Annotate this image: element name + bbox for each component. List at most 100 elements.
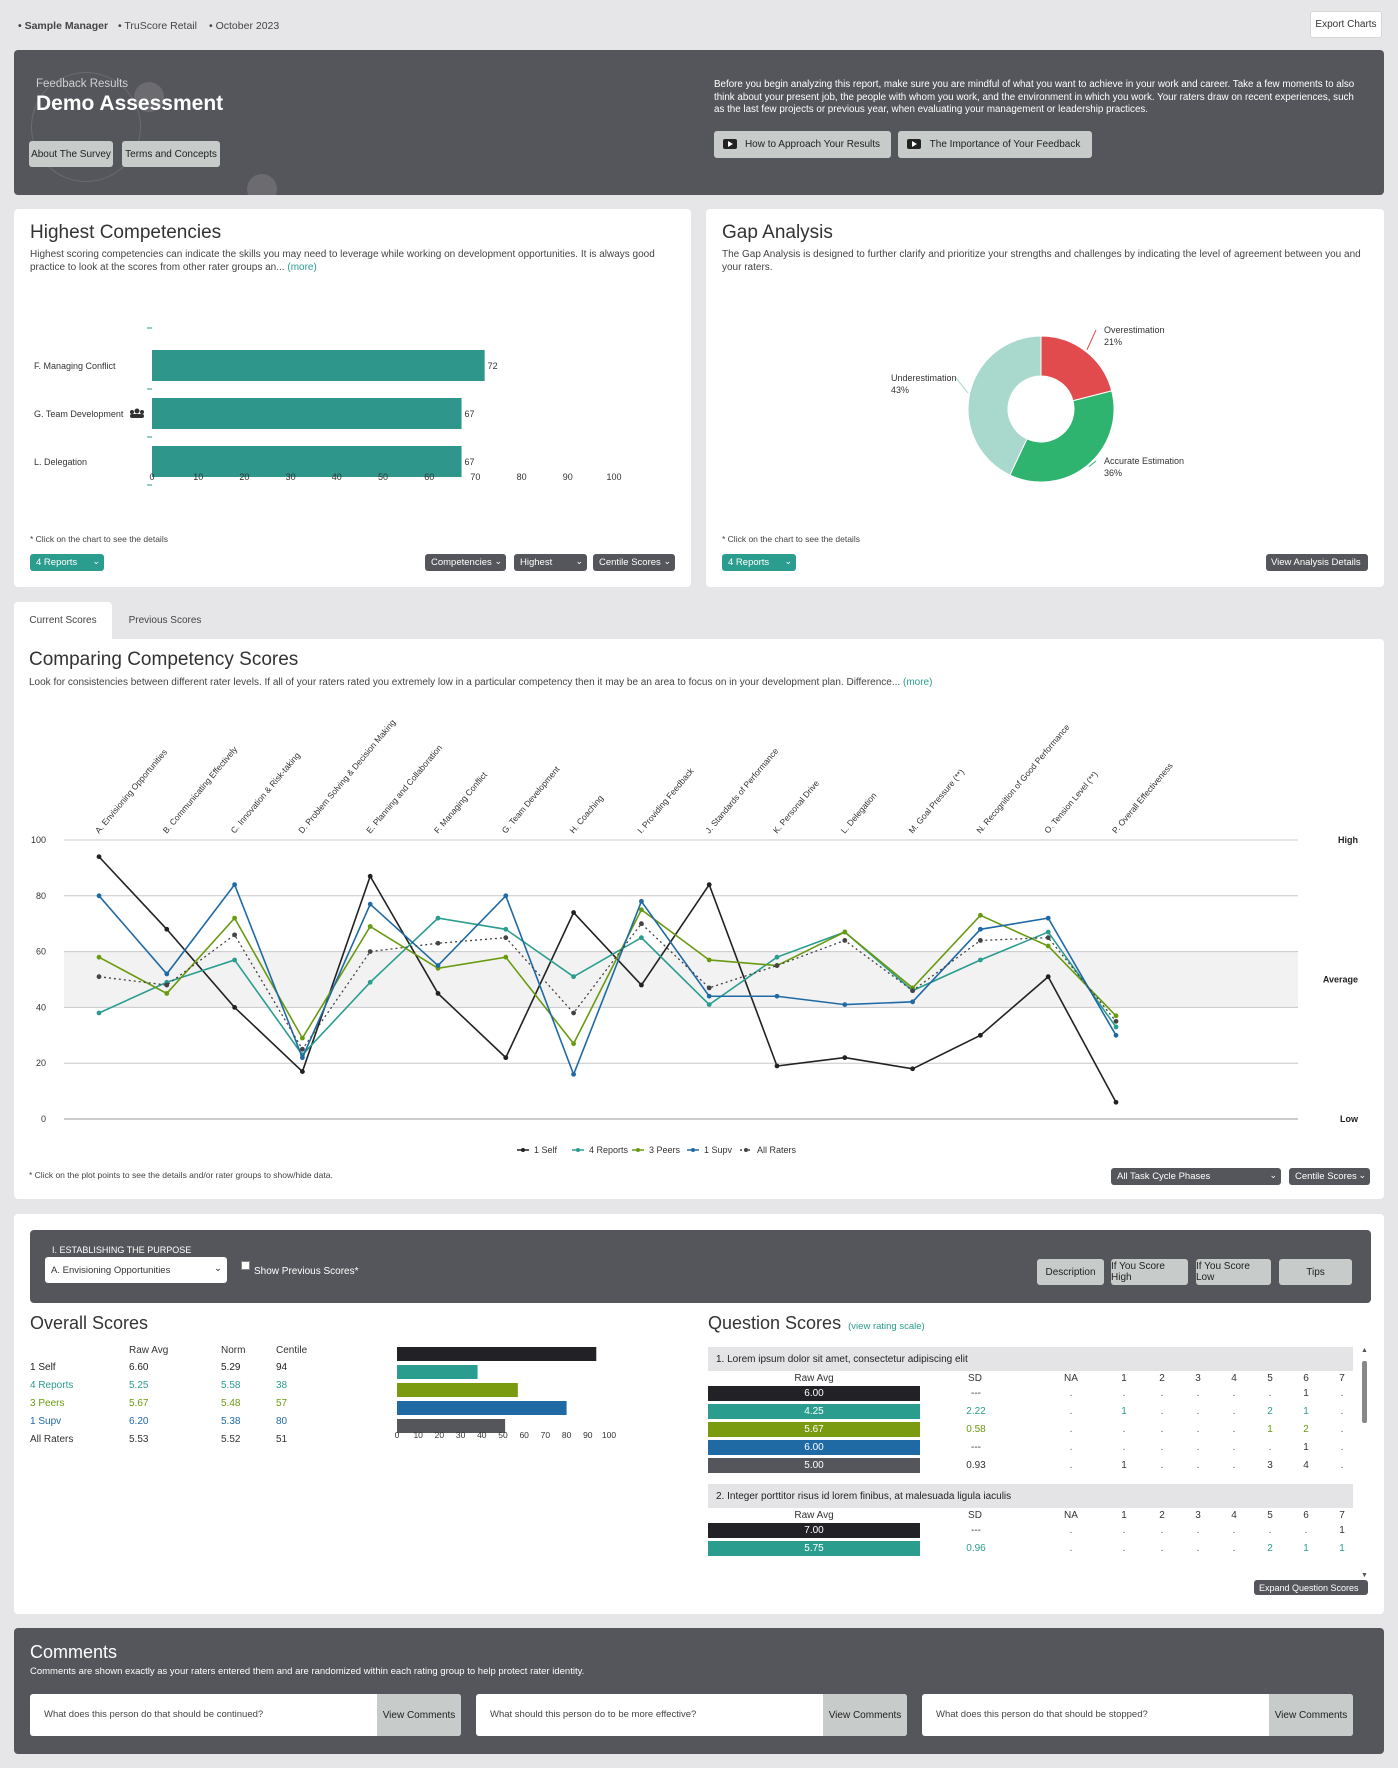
slice-label: Accurate Estimation: [1104, 456, 1184, 466]
overall-row-label: All Raters: [30, 1434, 74, 1445]
data-point: [774, 1063, 780, 1069]
competencies-select[interactable]: Competencies ⌄: [425, 554, 506, 571]
axis-tick-label: 30: [456, 1430, 466, 1439]
data-point: [300, 1035, 305, 1041]
terms-concepts-button[interactable]: Terms and Concepts: [122, 141, 220, 167]
if-score-high-button[interactable]: If You Score High: [1111, 1259, 1188, 1285]
question-raw-avg: 4.25: [708, 1404, 920, 1419]
question-raw-avg: 7.00: [708, 1523, 920, 1538]
data-point: [1113, 1018, 1119, 1024]
video-importance-label: The Importance of Your Feedback: [929, 139, 1081, 150]
tick-label: 100: [606, 472, 621, 482]
expand-question-scores-button[interactable]: Expand Question Scores: [1254, 1580, 1368, 1595]
question-item-header: 2. Integer porttitor risus id lorem fini…: [708, 1484, 1353, 1508]
scrollbar[interactable]: ▲ ▼: [1361, 1347, 1369, 1582]
axis-tick-label: 20: [435, 1430, 445, 1439]
data-point: [910, 999, 915, 1005]
decor-circle: [31, 72, 141, 182]
data-point: [1045, 935, 1051, 941]
data-point: [367, 979, 373, 985]
bar: [152, 398, 462, 429]
video-importance-button[interactable]: The Importance of Your Feedback: [898, 131, 1092, 158]
chevron-down-icon: ⌄: [1358, 1170, 1366, 1180]
centile-select[interactable]: Centile Scores ⌄: [593, 554, 675, 571]
tab-current-scores[interactable]: Current Scores: [14, 602, 112, 639]
show-previous-checkbox[interactable]: [241, 1261, 250, 1270]
competency-line-chart[interactable]: 0 20 40 60 80 100 High Average Low A. Envisioning…: [14, 699, 1384, 1159]
question-count: .: [1122, 1543, 1126, 1554]
scrollbar-thumb[interactable]: [1362, 1361, 1367, 1423]
video-approach-button[interactable]: How to Approach Your Results: [714, 131, 891, 158]
data-point: [1045, 943, 1051, 949]
tab-previous-scores[interactable]: Previous Scores: [128, 615, 202, 626]
question-count: 3: [1267, 1460, 1273, 1471]
more-link[interactable]: (more): [902, 677, 933, 688]
view-analysis-details-button[interactable]: View Analysis Details: [1266, 554, 1368, 571]
y-tick-label: 80: [36, 891, 46, 901]
task-cycle-select[interactable]: All Task Cycle Phases ⌄: [1111, 1168, 1281, 1185]
breadcrumb-manager[interactable]: • Sample Manager: [18, 20, 109, 32]
tips-button[interactable]: Tips: [1279, 1259, 1352, 1285]
question-count: .: [1122, 1424, 1126, 1435]
data-point: [774, 954, 780, 960]
question-col-header: 2: [1159, 1510, 1165, 1521]
tick-label: 10: [193, 472, 203, 482]
if-score-low-button[interactable]: If You Score Low: [1196, 1259, 1271, 1285]
question-count: .: [1196, 1525, 1200, 1536]
comments-title: Comments: [30, 1642, 118, 1662]
highest-bar-chart[interactable]: F. Managing Conflict 72 G. Team Developmen…: [14, 279, 691, 489]
category-label: F. Managing Conflict: [34, 361, 116, 371]
decor-dot: [134, 82, 164, 112]
competency-select[interactable]: A. Envisioning Opportunities ⌄: [45, 1257, 227, 1283]
question-count: .: [1069, 1388, 1073, 1399]
highest-select[interactable]: Highest ⌄: [514, 554, 587, 571]
question-count: .: [1196, 1424, 1200, 1435]
description-button[interactable]: Description: [1037, 1259, 1104, 1285]
x-category-label: P. Overall Effectiveness: [1110, 761, 1175, 836]
scores-detail-card: I. ESTABLISHING THE PURPOSE A. Envisioni…: [14, 1214, 1384, 1614]
data-point: [503, 935, 509, 941]
view-comments-button[interactable]: View Comments: [1269, 1694, 1353, 1736]
data-point: [978, 926, 983, 932]
data-label: 67: [465, 457, 475, 467]
x-category-label: L. Delegation: [839, 790, 879, 835]
data-point: [435, 915, 441, 921]
about-survey-button[interactable]: About The Survey: [29, 141, 113, 167]
view-comments-button[interactable]: View Comments: [377, 1694, 461, 1736]
data-point: [910, 1066, 915, 1072]
breadcrumb-survey[interactable]: • TruScore Retail: [118, 20, 197, 32]
data-point: [503, 926, 509, 932]
data-point: [842, 1002, 848, 1008]
export-charts-button[interactable]: Export Charts: [1310, 11, 1382, 38]
rating-scale-link[interactable]: (view rating scale): [848, 1321, 925, 1332]
centile-select[interactable]: Centile Scores ⌄: [1289, 1168, 1370, 1185]
overall-bar-chart[interactable]: 0 10 20 30 40 50 60 70 80 90 100: [369, 1344, 629, 1439]
question-count: .: [1160, 1525, 1164, 1536]
gap-donut-chart[interactable]: Overestimation 21% Accurate Estimation 36% U…: [706, 279, 1384, 519]
reports-select[interactable]: 4 Reports ⌄: [30, 554, 104, 571]
data-label: 72: [488, 361, 498, 371]
reports-select[interactable]: 4 Reports ⌄: [722, 554, 796, 571]
chevron-down-icon: ⌄: [92, 556, 100, 566]
data-point: [96, 974, 102, 980]
data-point: [910, 988, 915, 994]
question-count: .: [1232, 1388, 1236, 1399]
data-point: [96, 954, 102, 960]
question-count: .: [1232, 1543, 1236, 1554]
view-comments-button[interactable]: View Comments: [823, 1694, 907, 1736]
question-count: .: [1232, 1406, 1236, 1417]
y-tick-label: 20: [36, 1058, 46, 1068]
overall-norm: 5.48: [221, 1398, 241, 1409]
data-point: [1113, 1099, 1119, 1105]
data-point: [706, 957, 712, 963]
series-line: [98, 917, 1117, 1057]
more-link[interactable]: (more): [287, 262, 317, 273]
comparing-desc: Look for consistencies between different…: [29, 677, 933, 688]
question-raw-avg: 5.67: [708, 1422, 920, 1437]
overall-bar: [397, 1419, 506, 1433]
question-col-header: 4: [1231, 1510, 1237, 1521]
data-point: [571, 974, 576, 980]
data-point: [842, 929, 848, 935]
breadcrumb-date[interactable]: • October 2023: [209, 20, 280, 32]
question-count: .: [1232, 1442, 1236, 1453]
